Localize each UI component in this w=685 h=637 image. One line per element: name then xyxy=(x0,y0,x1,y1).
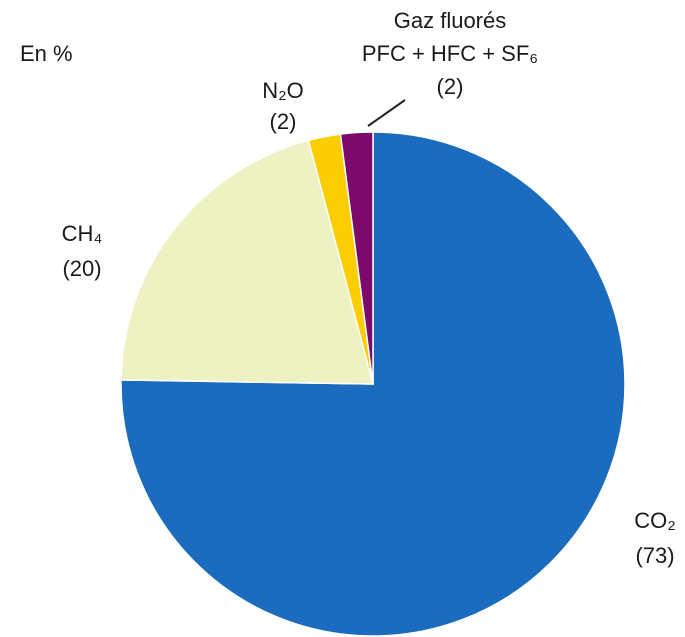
value-label: (73) xyxy=(635,543,674,568)
slice-label: CO₂ xyxy=(634,508,676,533)
slice-label: PFC + HFC + SF₆ xyxy=(362,41,538,66)
value-label: (20) xyxy=(62,256,101,281)
value-label: (2) xyxy=(437,74,464,99)
leader-line xyxy=(367,99,406,127)
slice-label: CH₄ xyxy=(62,221,103,246)
pie-slice xyxy=(120,131,626,637)
slice-label: N₂O xyxy=(262,78,304,103)
slice-label: Gaz fluorés xyxy=(394,8,507,33)
value-label: (2) xyxy=(270,109,297,134)
pie-slice xyxy=(339,131,374,385)
pie-slice xyxy=(120,139,374,385)
unit-label: En % xyxy=(20,41,73,66)
